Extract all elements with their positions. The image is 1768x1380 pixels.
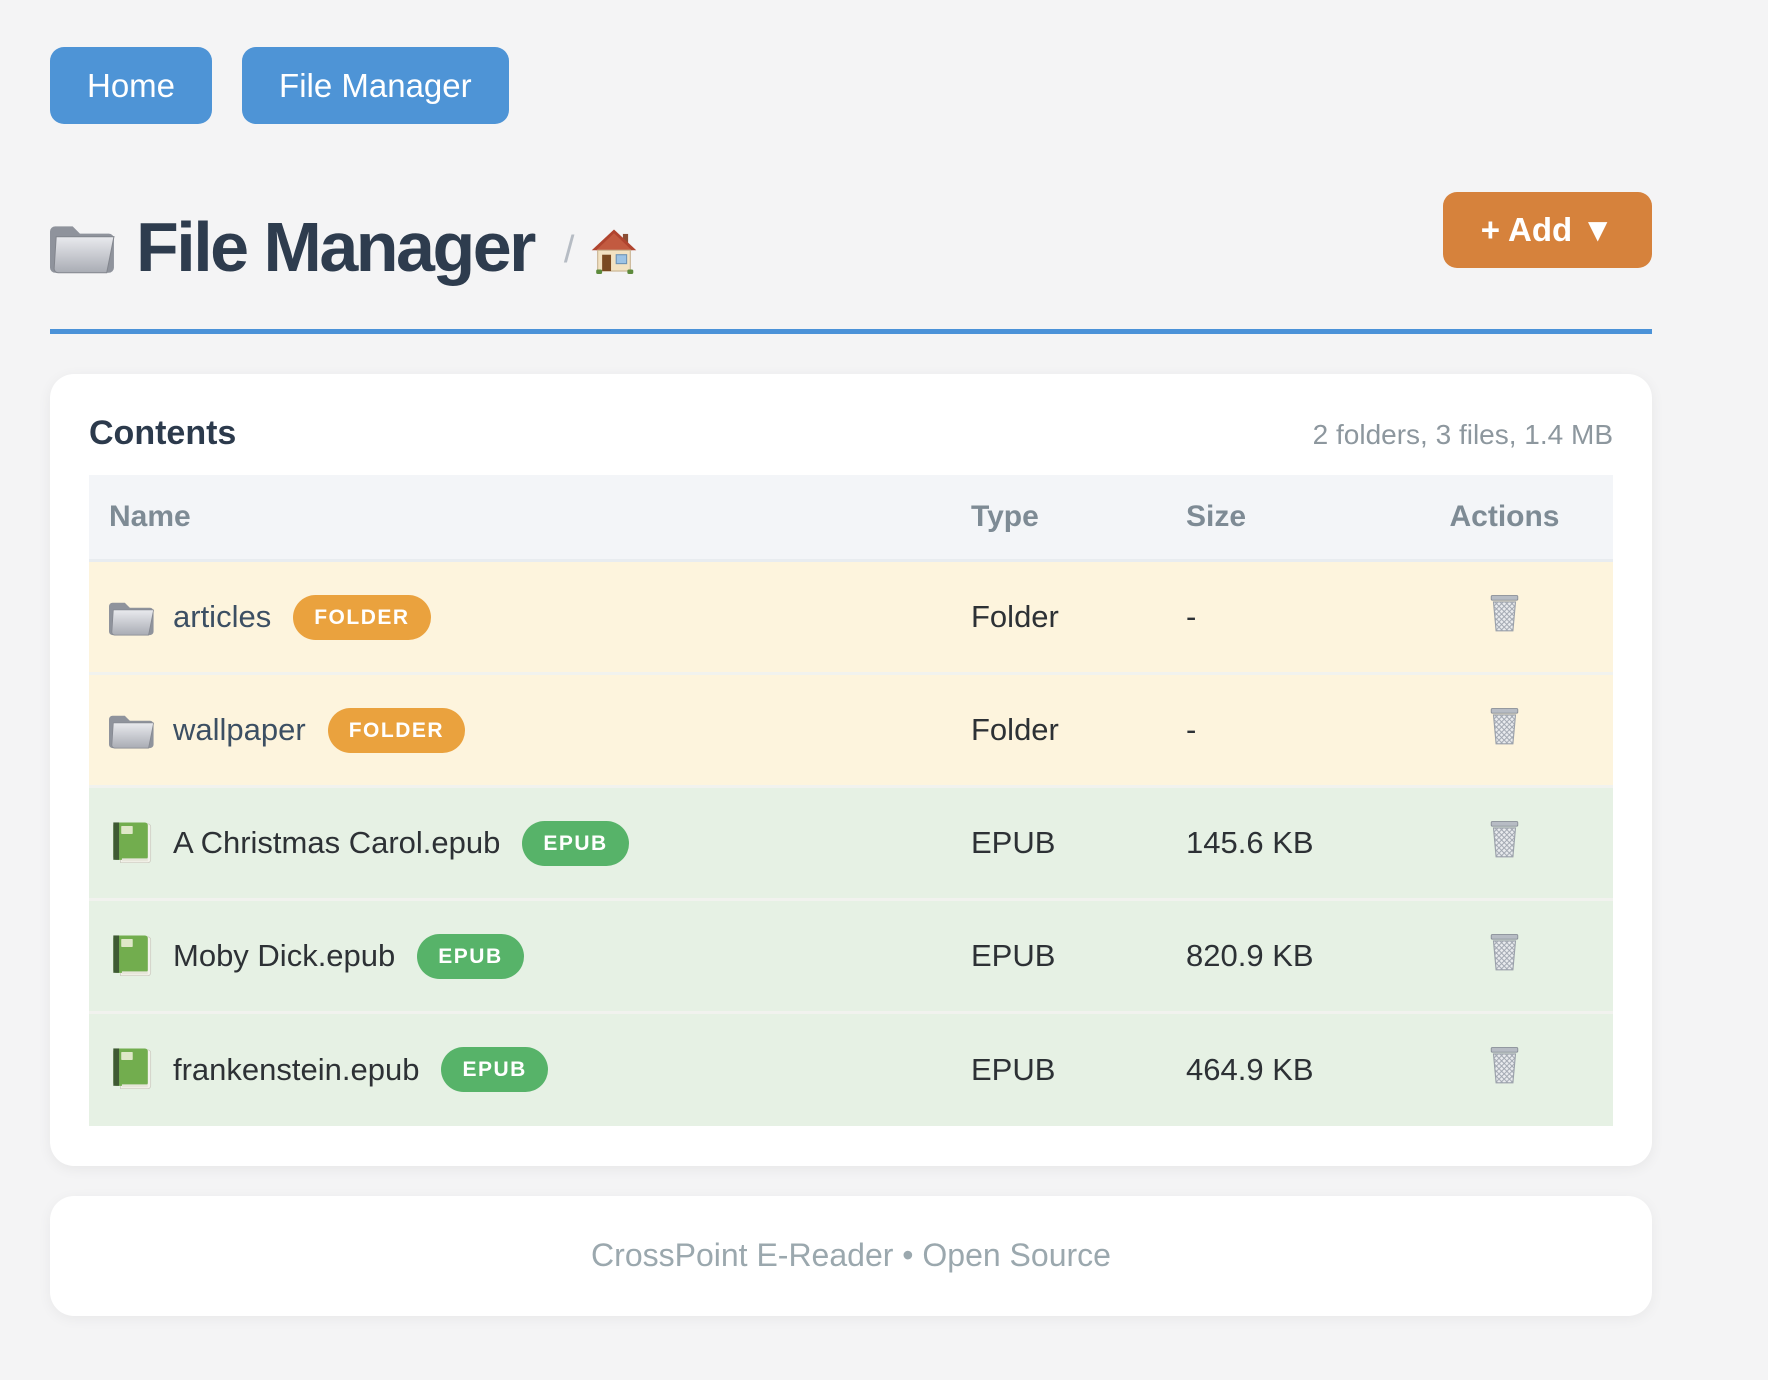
table-row: wallpaper FOLDER Folder - <box>89 672 1613 787</box>
size-cell: 464.9 KB <box>1166 1011 1396 1126</box>
nav-home-button[interactable]: Home <box>50 47 213 124</box>
title-divider <box>50 329 1652 334</box>
trash-icon <box>1490 707 1519 744</box>
trash-icon <box>1490 1047 1519 1084</box>
actions-cell <box>1396 785 1613 900</box>
column-header-name: Name <box>89 475 951 562</box>
column-header-actions: Actions <box>1396 475 1613 562</box>
house-icon[interactable] <box>590 228 638 274</box>
contents-summary: 2 folders, 3 files, 1.4 MB <box>1312 419 1613 450</box>
delete-button[interactable] <box>1486 819 1523 860</box>
size-cell: - <box>1166 560 1396 674</box>
add-button[interactable]: + Add ▼ <box>1442 192 1652 268</box>
name-cell: wallpaper FOLDER <box>89 672 951 787</box>
trash-icon <box>1490 594 1519 631</box>
name-cell: articles FOLDER <box>89 560 951 674</box>
top-nav: Home File Manager <box>50 47 1652 124</box>
file-type-icon <box>109 1048 155 1092</box>
green-book-icon <box>113 822 152 863</box>
file-type-icon <box>109 934 155 978</box>
item-name[interactable]: wallpaper <box>173 712 306 747</box>
item-name[interactable]: A Christmas Carol.epub <box>173 825 501 860</box>
size-cell: - <box>1166 672 1396 787</box>
type-cell: EPUB <box>951 898 1166 1013</box>
actions-cell <box>1396 1011 1613 1126</box>
trash-icon <box>1490 820 1519 857</box>
files-table-header: Name Type Size Actions <box>89 475 1613 562</box>
contents-table-body: articles FOLDER Folder - <box>89 560 1613 1126</box>
delete-button[interactable] <box>1486 706 1523 747</box>
delete-button[interactable] <box>1486 593 1523 634</box>
column-header-size: Size <box>1166 475 1396 562</box>
actions-cell <box>1396 672 1613 787</box>
page-header: File Manager / + Add ▼ <box>50 192 1652 298</box>
actions-cell <box>1396 560 1613 674</box>
item-name[interactable]: frankenstein.epub <box>173 1051 420 1087</box>
column-header-type: Type <box>951 475 1166 562</box>
delete-button[interactable] <box>1486 932 1523 973</box>
table-row: Moby Dick.epub EPUB EPUB 820.9 KB <box>89 898 1613 1013</box>
files-table: Name Type Size Actions articles FOLDER F… <box>89 475 1613 1126</box>
breadcrumb-separator: / <box>563 228 575 271</box>
type-cell: Folder <box>951 672 1166 787</box>
type-badge: EPUB <box>417 933 524 979</box>
page-title: File Manager <box>136 208 536 286</box>
nav-file-manager-button[interactable]: File Manager <box>242 47 509 124</box>
name-cell: frankenstein.epub EPUB <box>89 1011 951 1126</box>
trash-icon <box>1490 933 1519 970</box>
size-cell: 820.9 KB <box>1166 898 1396 1013</box>
table-row: frankenstein.epub EPUB EPUB 464.9 KB <box>89 1011 1613 1126</box>
type-badge: FOLDER <box>327 707 466 753</box>
name-cell: A Christmas Carol.epub EPUB <box>89 785 951 900</box>
footer: CrossPoint E-Reader • Open Source <box>50 1195 1652 1316</box>
table-row: A Christmas Carol.epub EPUB EPUB 145.6 K… <box>89 785 1613 900</box>
type-cell: Folder <box>951 560 1166 674</box>
item-name[interactable]: Moby Dick.epub <box>173 938 396 973</box>
size-cell: 145.6 KB <box>1166 785 1396 900</box>
type-badge: FOLDER <box>293 594 431 640</box>
folder-icon <box>109 715 155 749</box>
file-type-icon <box>109 821 155 865</box>
type-badge: EPUB <box>441 1047 548 1093</box>
type-cell: EPUB <box>951 1011 1166 1126</box>
delete-button[interactable] <box>1486 1045 1523 1086</box>
folder-icon <box>50 226 115 274</box>
type-cell: EPUB <box>951 785 1166 900</box>
type-badge: EPUB <box>522 820 629 866</box>
file-type-icon <box>109 708 155 752</box>
table-row: articles FOLDER Folder - <box>89 560 1613 674</box>
page: Home File Manager File Manager / + Add ▼ <box>50 47 1652 1316</box>
contents-panel: Contents 2 folders, 3 files, 1.4 MB Name… <box>50 374 1652 1166</box>
name-cell: Moby Dick.epub EPUB <box>89 898 951 1013</box>
footer-text: CrossPoint E-Reader • Open Source <box>591 1237 1111 1273</box>
folder-icon <box>109 602 155 636</box>
green-book-icon <box>113 935 152 976</box>
actions-cell <box>1396 898 1613 1013</box>
panel-title: Contents <box>89 414 237 452</box>
contents-panel-header: Contents 2 folders, 3 files, 1.4 MB <box>89 414 1613 453</box>
green-book-icon <box>113 1048 152 1090</box>
item-name[interactable]: articles <box>173 599 272 634</box>
file-type-icon <box>109 595 155 639</box>
